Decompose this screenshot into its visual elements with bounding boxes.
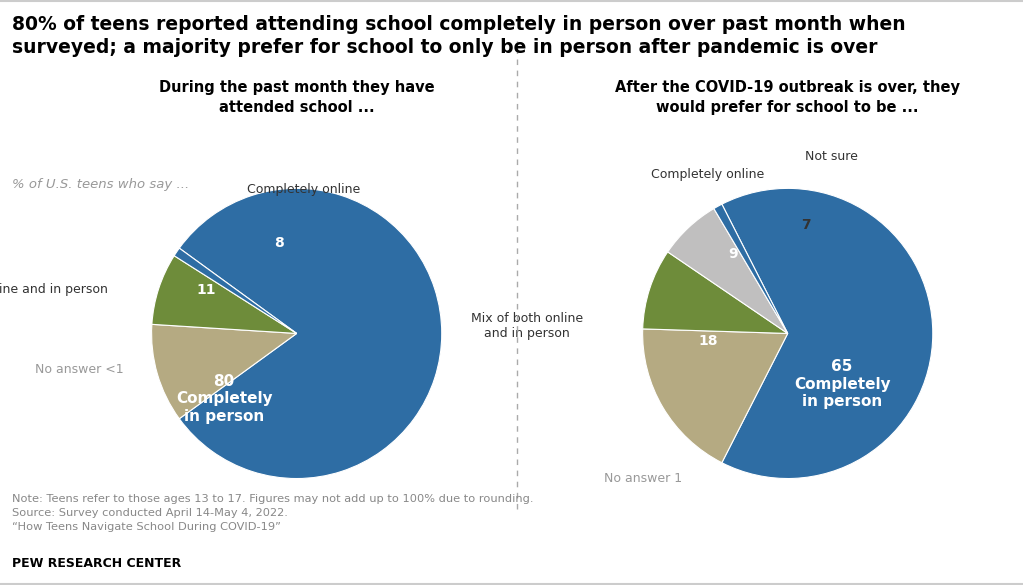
Text: 8: 8 — [274, 236, 283, 250]
Text: No answer <1: No answer <1 — [35, 363, 124, 376]
Wedge shape — [151, 324, 297, 419]
Wedge shape — [714, 204, 788, 333]
Wedge shape — [642, 252, 788, 333]
Text: Not sure: Not sure — [805, 150, 857, 163]
Text: 80% of teens reported attending school completely in person over past month when: 80% of teens reported attending school c… — [12, 15, 906, 57]
Title: During the past month they have
attended school ...: During the past month they have attended… — [159, 80, 435, 115]
Text: % of U.S. teens who say ...: % of U.S. teens who say ... — [12, 178, 189, 191]
Title: After the COVID-19 outbreak is over, they
would prefer for school to be ...: After the COVID-19 outbreak is over, the… — [615, 80, 961, 115]
Wedge shape — [668, 209, 788, 333]
Wedge shape — [722, 188, 933, 479]
Text: 18: 18 — [698, 333, 718, 347]
Text: Completely online: Completely online — [652, 168, 764, 181]
Text: 7: 7 — [801, 218, 810, 232]
Text: 80
Completely
in person: 80 Completely in person — [176, 374, 272, 424]
Text: No answer 1: No answer 1 — [604, 472, 681, 485]
Wedge shape — [174, 248, 297, 333]
Wedge shape — [151, 256, 297, 333]
Text: Mix of both online
and in person: Mix of both online and in person — [471, 312, 583, 340]
Text: 9: 9 — [728, 247, 739, 261]
Wedge shape — [179, 188, 442, 479]
Text: Mix of both online and in person: Mix of both online and in person — [0, 283, 107, 297]
Text: Completely online: Completely online — [248, 183, 360, 195]
Text: Note: Teens refer to those ages 13 to 17. Figures may not add up to 100% due to : Note: Teens refer to those ages 13 to 17… — [12, 494, 534, 532]
Text: 11: 11 — [196, 283, 216, 297]
Text: 65
Completely
in person: 65 Completely in person — [794, 359, 890, 409]
Wedge shape — [642, 329, 788, 463]
Text: PEW RESEARCH CENTER: PEW RESEARCH CENTER — [12, 557, 181, 570]
